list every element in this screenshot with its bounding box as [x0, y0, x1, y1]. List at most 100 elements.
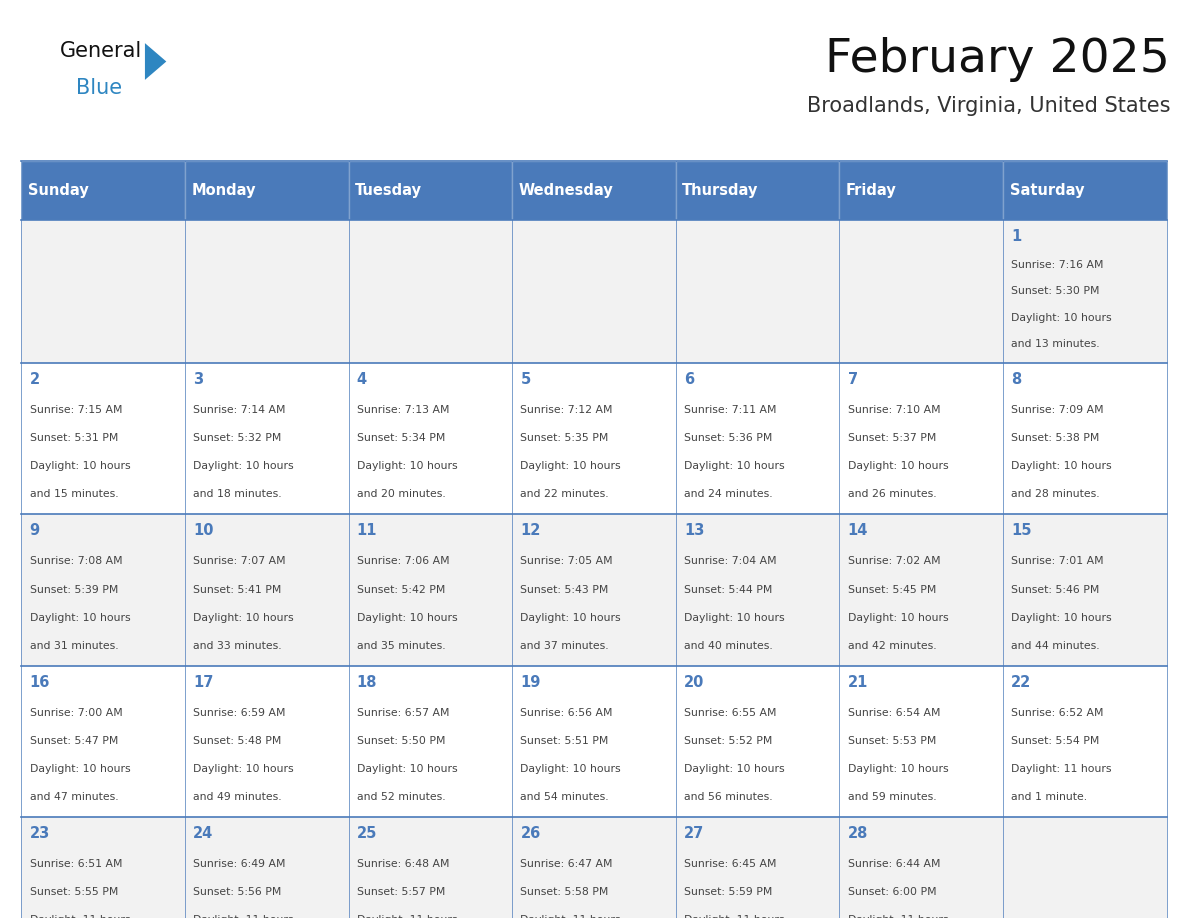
Text: Daylight: 11 hours: Daylight: 11 hours — [520, 915, 621, 918]
Polygon shape — [145, 43, 166, 80]
Text: 7: 7 — [847, 372, 858, 386]
Text: Sunset: 5:55 PM: Sunset: 5:55 PM — [30, 888, 118, 898]
Bar — [676, 514, 840, 666]
Text: Daylight: 11 hours: Daylight: 11 hours — [356, 915, 457, 918]
Bar — [1003, 817, 1167, 918]
Text: Blue: Blue — [76, 78, 122, 98]
Text: Daylight: 11 hours: Daylight: 11 hours — [684, 915, 784, 918]
Text: Sunset: 5:47 PM: Sunset: 5:47 PM — [30, 736, 118, 746]
Text: 21: 21 — [847, 675, 868, 689]
Text: Sunrise: 6:48 AM: Sunrise: 6:48 AM — [356, 859, 449, 869]
Text: Sunset: 5:46 PM: Sunset: 5:46 PM — [1011, 585, 1100, 595]
Text: 10: 10 — [194, 523, 214, 538]
Text: Daylight: 10 hours: Daylight: 10 hours — [194, 461, 293, 471]
Bar — [840, 363, 1003, 514]
Text: Sunset: 5:52 PM: Sunset: 5:52 PM — [684, 736, 772, 746]
Text: Sunset: 5:53 PM: Sunset: 5:53 PM — [847, 736, 936, 746]
Text: 17: 17 — [194, 675, 214, 689]
Text: and 47 minutes.: and 47 minutes. — [30, 792, 118, 802]
Text: 23: 23 — [30, 826, 50, 841]
Text: Daylight: 10 hours: Daylight: 10 hours — [356, 461, 457, 471]
Text: Sunset: 5:34 PM: Sunset: 5:34 PM — [356, 433, 446, 443]
Text: Daylight: 10 hours: Daylight: 10 hours — [520, 461, 621, 471]
Text: and 33 minutes.: and 33 minutes. — [194, 641, 282, 651]
Bar — [348, 363, 512, 514]
Bar — [348, 514, 512, 666]
Text: Sunset: 5:39 PM: Sunset: 5:39 PM — [30, 585, 118, 595]
Text: Daylight: 10 hours: Daylight: 10 hours — [30, 764, 131, 774]
Bar — [1003, 161, 1167, 220]
Text: and 22 minutes.: and 22 minutes. — [520, 489, 609, 499]
Text: Daylight: 10 hours: Daylight: 10 hours — [356, 612, 457, 622]
Text: Sunrise: 7:05 AM: Sunrise: 7:05 AM — [520, 556, 613, 566]
Text: Sunrise: 7:12 AM: Sunrise: 7:12 AM — [520, 405, 613, 415]
Text: 5: 5 — [520, 372, 531, 386]
Text: Sunrise: 7:10 AM: Sunrise: 7:10 AM — [847, 405, 940, 415]
Bar — [348, 817, 512, 918]
Text: 1: 1 — [1011, 229, 1022, 244]
Text: 15: 15 — [1011, 523, 1031, 538]
Text: Sunrise: 7:00 AM: Sunrise: 7:00 AM — [30, 708, 122, 718]
Text: 26: 26 — [520, 826, 541, 841]
Text: Sunrise: 6:51 AM: Sunrise: 6:51 AM — [30, 859, 122, 869]
Bar — [676, 666, 840, 817]
Text: Sunrise: 6:45 AM: Sunrise: 6:45 AM — [684, 859, 777, 869]
Text: Friday: Friday — [846, 183, 897, 198]
Text: Sunset: 5:32 PM: Sunset: 5:32 PM — [194, 433, 282, 443]
Text: Sunset: 5:44 PM: Sunset: 5:44 PM — [684, 585, 772, 595]
Text: Sunrise: 6:54 AM: Sunrise: 6:54 AM — [847, 708, 940, 718]
Text: Sunset: 5:54 PM: Sunset: 5:54 PM — [1011, 736, 1100, 746]
Text: Sunrise: 7:11 AM: Sunrise: 7:11 AM — [684, 405, 777, 415]
Text: Sunrise: 7:01 AM: Sunrise: 7:01 AM — [1011, 556, 1104, 566]
Bar — [21, 666, 185, 817]
Bar — [676, 220, 840, 363]
Text: Sunset: 5:38 PM: Sunset: 5:38 PM — [1011, 433, 1100, 443]
Bar — [348, 161, 512, 220]
Bar — [676, 817, 840, 918]
Text: Sunrise: 7:04 AM: Sunrise: 7:04 AM — [684, 556, 777, 566]
Text: Daylight: 11 hours: Daylight: 11 hours — [30, 915, 129, 918]
Text: Daylight: 10 hours: Daylight: 10 hours — [1011, 461, 1112, 471]
Bar — [1003, 514, 1167, 666]
Text: 13: 13 — [684, 523, 704, 538]
Text: Sunset: 5:43 PM: Sunset: 5:43 PM — [520, 585, 608, 595]
Text: Broadlands, Virginia, United States: Broadlands, Virginia, United States — [807, 96, 1170, 117]
Text: and 49 minutes.: and 49 minutes. — [194, 792, 282, 802]
Text: Sunrise: 7:16 AM: Sunrise: 7:16 AM — [1011, 260, 1104, 270]
Text: Sunrise: 6:55 AM: Sunrise: 6:55 AM — [684, 708, 777, 718]
Bar — [21, 220, 185, 363]
Text: and 42 minutes.: and 42 minutes. — [847, 641, 936, 651]
Text: Sunset: 5:31 PM: Sunset: 5:31 PM — [30, 433, 118, 443]
Text: and 28 minutes.: and 28 minutes. — [1011, 489, 1100, 499]
Text: 24: 24 — [194, 826, 214, 841]
Text: Sunset: 5:30 PM: Sunset: 5:30 PM — [1011, 286, 1100, 297]
Text: Thursday: Thursday — [682, 183, 759, 198]
Text: Sunset: 5:57 PM: Sunset: 5:57 PM — [356, 888, 446, 898]
Bar — [21, 363, 185, 514]
Bar — [840, 161, 1003, 220]
Text: Daylight: 10 hours: Daylight: 10 hours — [684, 764, 784, 774]
Bar — [512, 817, 676, 918]
Text: Sunset: 5:37 PM: Sunset: 5:37 PM — [847, 433, 936, 443]
Text: Daylight: 10 hours: Daylight: 10 hours — [30, 612, 131, 622]
Text: 28: 28 — [847, 826, 868, 841]
Bar — [185, 363, 348, 514]
Bar — [840, 666, 1003, 817]
Bar — [348, 220, 512, 363]
Text: 3: 3 — [194, 372, 203, 386]
Bar — [185, 161, 348, 220]
Text: 2: 2 — [30, 372, 39, 386]
Text: 8: 8 — [1011, 372, 1022, 386]
Text: Daylight: 10 hours: Daylight: 10 hours — [520, 612, 621, 622]
Text: and 13 minutes.: and 13 minutes. — [1011, 339, 1100, 349]
Bar — [348, 666, 512, 817]
Text: Sunrise: 6:49 AM: Sunrise: 6:49 AM — [194, 859, 285, 869]
Bar — [512, 220, 676, 363]
Bar — [512, 514, 676, 666]
Text: General: General — [59, 41, 141, 62]
Text: and 59 minutes.: and 59 minutes. — [847, 792, 936, 802]
Text: Sunrise: 6:57 AM: Sunrise: 6:57 AM — [356, 708, 449, 718]
Text: 4: 4 — [356, 372, 367, 386]
Bar — [840, 514, 1003, 666]
Text: and 31 minutes.: and 31 minutes. — [30, 641, 118, 651]
